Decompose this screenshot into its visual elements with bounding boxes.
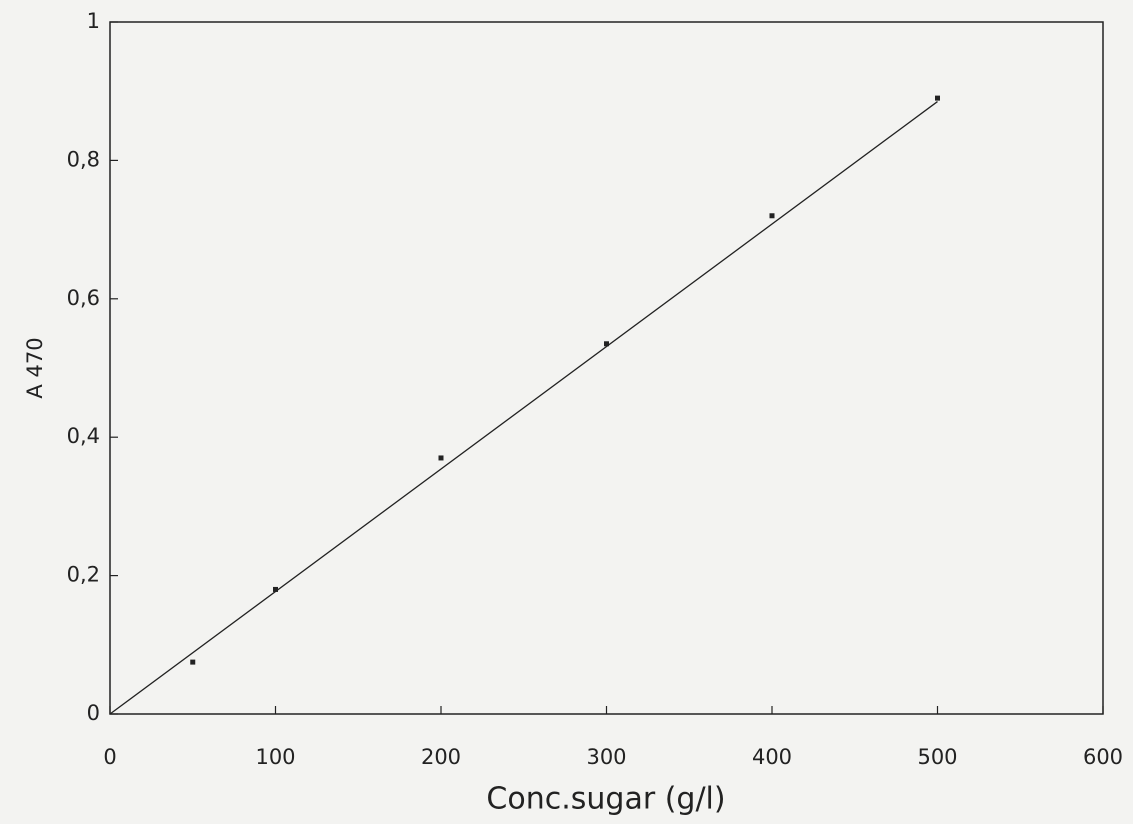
fit-line [109, 101, 938, 715]
x-tick-label: 200 [421, 745, 461, 769]
y-tick-label: 0 [87, 701, 100, 725]
data-point [273, 586, 278, 592]
x-tick-label: 0 [103, 745, 116, 769]
data-point [935, 95, 940, 101]
plot-frame [109, 21, 1104, 715]
x-axis-label: Conc.sugar (g/l) [486, 782, 725, 817]
x-tick-label: 400 [752, 745, 792, 769]
y-tick-label: 0,8 [67, 147, 100, 171]
x-tick-label: 100 [255, 745, 295, 769]
y-tick-label: 0,2 [67, 563, 100, 587]
data-point [769, 213, 775, 219]
x-tick-label: 600 [1083, 745, 1123, 769]
data-point [190, 659, 196, 665]
data-point [604, 341, 609, 347]
x-tick-label: 300 [586, 745, 626, 769]
y-tick-label: 0,6 [67, 286, 100, 310]
y-tick-label: 1 [87, 9, 100, 33]
y-axis-label: A 470 [23, 337, 47, 398]
y-tick-label: 0,4 [67, 424, 100, 448]
data-point [438, 455, 444, 461]
x-tick-label: 500 [917, 745, 957, 769]
